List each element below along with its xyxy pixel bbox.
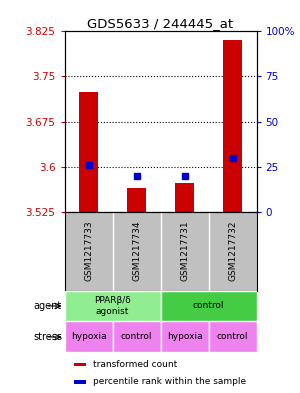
Bar	[128, 187, 146, 212]
Text: PPARβ/δ
agonist: PPARβ/δ agonist	[94, 296, 131, 316]
Bar	[64, 290, 160, 321]
Text: hypoxia: hypoxia	[71, 332, 106, 342]
Text: percentile rank within the sample: percentile rank within the sample	[93, 376, 246, 386]
Text: GSM1217734: GSM1217734	[132, 221, 141, 281]
Text: GSM1217731: GSM1217731	[180, 221, 189, 281]
Bar	[64, 321, 112, 353]
Text: GSM1217733: GSM1217733	[84, 221, 93, 281]
Bar	[74, 380, 85, 384]
Text: control: control	[217, 332, 248, 342]
Text: agent: agent	[34, 301, 62, 311]
Text: control: control	[121, 332, 152, 342]
Text: transformed count: transformed count	[93, 360, 178, 369]
Text: control: control	[193, 301, 224, 310]
Bar	[160, 290, 256, 321]
Bar	[176, 184, 194, 212]
Bar	[160, 321, 208, 353]
Text: hypoxia: hypoxia	[167, 332, 202, 342]
Bar	[80, 92, 98, 212]
Text: stress: stress	[33, 332, 62, 342]
Bar	[112, 321, 160, 353]
Bar	[224, 40, 242, 212]
Bar	[208, 321, 256, 353]
Title: GDS5633 / 244445_at: GDS5633 / 244445_at	[87, 17, 234, 30]
Bar	[74, 363, 85, 366]
Text: GSM1217732: GSM1217732	[228, 221, 237, 281]
